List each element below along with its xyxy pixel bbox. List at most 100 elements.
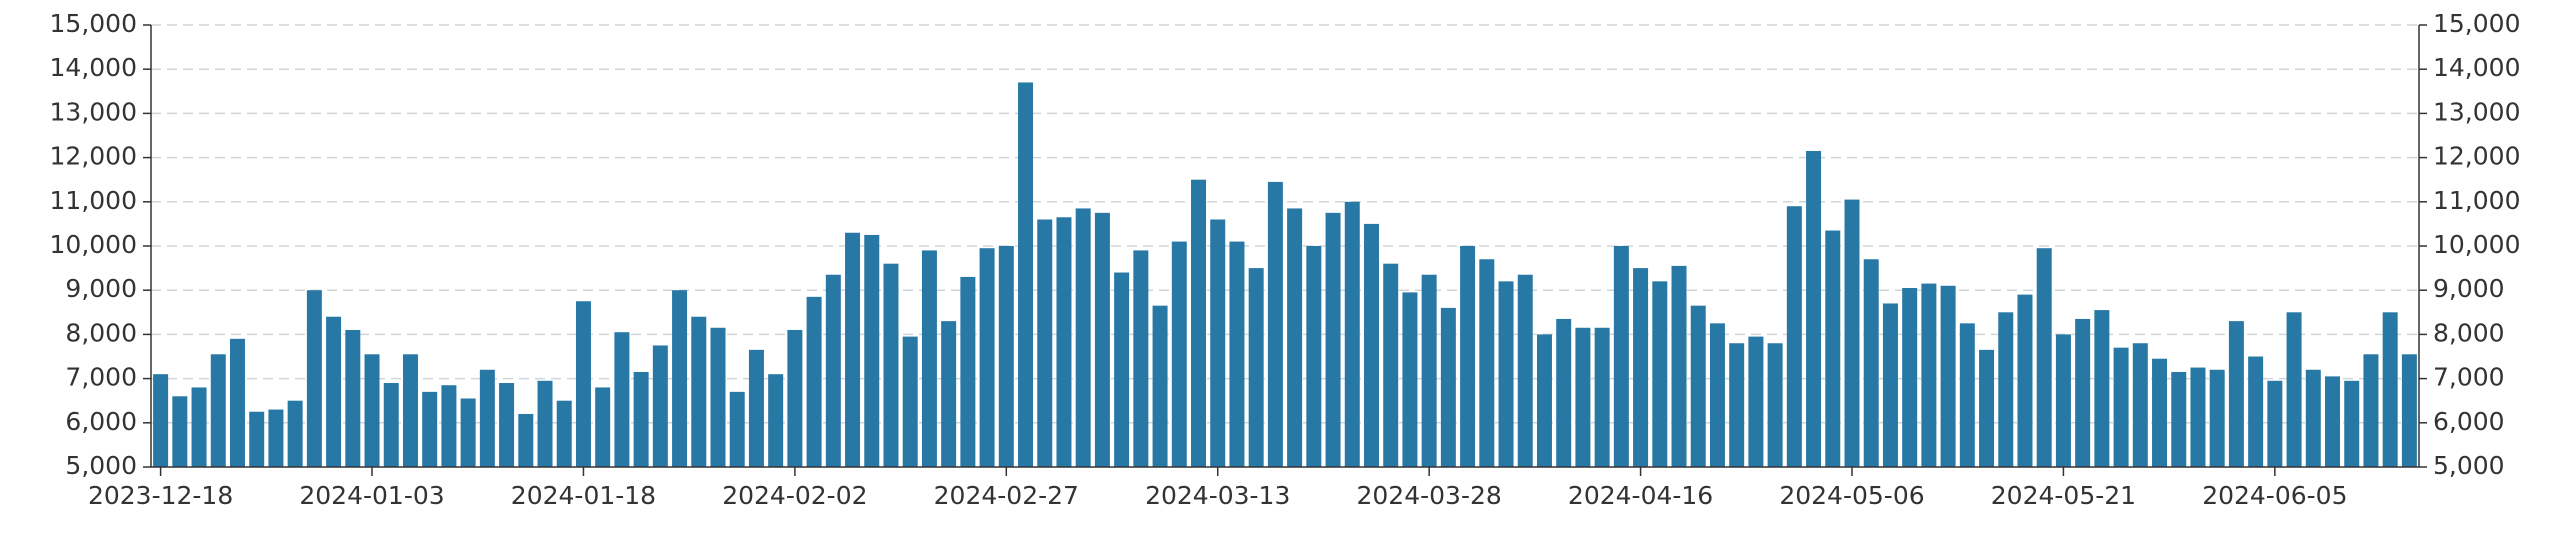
x-tick-label: 2024-04-16 bbox=[1568, 481, 1713, 510]
bar bbox=[2325, 376, 2341, 467]
bar bbox=[1748, 336, 1764, 467]
bar bbox=[2209, 369, 2225, 467]
bar bbox=[2286, 312, 2302, 467]
y2-tick-label: 14,000 bbox=[2433, 53, 2520, 82]
bar bbox=[1671, 265, 1687, 467]
x-tick-label: 2024-01-18 bbox=[511, 481, 656, 510]
y2-tick-label: 11,000 bbox=[2433, 186, 2520, 215]
bar bbox=[345, 329, 361, 467]
bar bbox=[2401, 354, 2417, 467]
bar bbox=[575, 301, 591, 467]
bar bbox=[1825, 230, 1841, 467]
bar bbox=[1729, 343, 1745, 467]
bar bbox=[1325, 212, 1341, 467]
bar bbox=[960, 276, 976, 467]
bar bbox=[1575, 327, 1591, 467]
x-tick-label: 2024-02-02 bbox=[722, 481, 867, 510]
x-tick-label: 2024-03-13 bbox=[1145, 481, 1290, 510]
bar bbox=[537, 380, 553, 467]
bar bbox=[1191, 179, 1207, 467]
bar bbox=[1171, 241, 1187, 467]
y2-tick-label: 10,000 bbox=[2433, 230, 2520, 259]
bar bbox=[1863, 259, 1879, 467]
bar bbox=[1210, 219, 1226, 467]
bar bbox=[806, 296, 822, 467]
y-tick-label: 6,000 bbox=[65, 407, 137, 436]
bar bbox=[1979, 349, 1995, 467]
y-tick-label: 11,000 bbox=[50, 186, 137, 215]
bar bbox=[941, 321, 957, 467]
y2-tick-label: 7,000 bbox=[2433, 363, 2505, 392]
bar bbox=[1767, 343, 1783, 467]
bar bbox=[460, 398, 476, 467]
bar bbox=[249, 411, 265, 467]
bar bbox=[1018, 82, 1034, 468]
bar bbox=[287, 400, 303, 467]
y-tick-label: 9,000 bbox=[65, 274, 137, 303]
bar bbox=[864, 234, 880, 467]
bar bbox=[1882, 303, 1898, 467]
bar bbox=[787, 329, 803, 467]
y2-tick-label: 12,000 bbox=[2433, 142, 2520, 171]
bar bbox=[2248, 356, 2264, 467]
bar bbox=[326, 316, 342, 467]
bar bbox=[268, 409, 284, 467]
bar bbox=[1959, 323, 1975, 467]
bar bbox=[672, 290, 688, 467]
y-tick-label: 8,000 bbox=[65, 318, 137, 347]
bar bbox=[1633, 268, 1649, 467]
bar bbox=[2190, 367, 2206, 467]
bar bbox=[768, 374, 784, 467]
bar bbox=[1652, 281, 1668, 467]
y-tick-label: 15,000 bbox=[50, 9, 137, 38]
bar bbox=[1902, 287, 1918, 467]
y-tick-label: 14,000 bbox=[50, 53, 137, 82]
bar bbox=[748, 349, 764, 467]
bar bbox=[1075, 208, 1091, 467]
bar bbox=[2036, 248, 2052, 467]
bar bbox=[633, 371, 649, 467]
bar bbox=[2075, 318, 2091, 467]
bar bbox=[2152, 358, 2168, 467]
x-tick-label: 2024-05-06 bbox=[1779, 481, 1924, 510]
y2-tick-label: 6,000 bbox=[2433, 407, 2505, 436]
y2-tick-label: 8,000 bbox=[2433, 318, 2505, 347]
bar bbox=[902, 336, 918, 467]
bar bbox=[652, 345, 668, 467]
y-tick-label: 10,000 bbox=[50, 230, 137, 259]
bar bbox=[1536, 334, 1552, 467]
bar bbox=[1114, 272, 1130, 467]
bar bbox=[402, 354, 418, 467]
bar bbox=[210, 354, 226, 467]
bar bbox=[556, 400, 572, 467]
bar bbox=[1613, 246, 1629, 467]
bar bbox=[691, 316, 707, 467]
bar bbox=[1709, 323, 1725, 467]
y-tick-label: 12,000 bbox=[50, 142, 137, 171]
bar bbox=[191, 387, 207, 467]
bar bbox=[2344, 380, 2360, 467]
bar bbox=[1037, 219, 1053, 467]
bar bbox=[1344, 201, 1360, 468]
bar bbox=[306, 290, 322, 467]
bar bbox=[2132, 343, 2148, 467]
bar bbox=[1383, 263, 1399, 467]
bar bbox=[825, 274, 841, 467]
bar bbox=[2305, 369, 2321, 467]
bar bbox=[921, 250, 937, 467]
bar bbox=[1267, 181, 1283, 467]
bar bbox=[729, 391, 745, 467]
bar bbox=[1921, 283, 1937, 467]
bar bbox=[229, 338, 245, 467]
bar bbox=[383, 383, 399, 467]
bar bbox=[1690, 305, 1706, 467]
bar bbox=[364, 354, 380, 467]
x-tick-label: 2024-03-28 bbox=[1357, 481, 1502, 510]
bar bbox=[2055, 334, 2071, 467]
bar bbox=[2267, 380, 2283, 467]
bar bbox=[710, 327, 726, 467]
bar bbox=[1998, 312, 2014, 467]
bar bbox=[1844, 199, 1860, 467]
x-tick-label: 2024-01-03 bbox=[299, 481, 444, 510]
bar bbox=[1786, 206, 1802, 467]
